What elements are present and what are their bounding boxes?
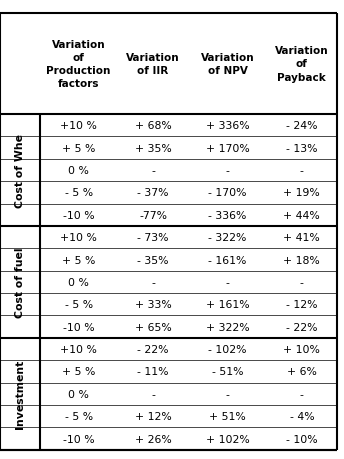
Text: + 65%: + 65% (135, 322, 171, 332)
Text: - 5 %: - 5 % (65, 411, 93, 421)
Text: - 10%: - 10% (286, 434, 318, 444)
Text: + 161%: + 161% (206, 300, 249, 310)
Text: -: - (151, 166, 155, 176)
Text: - 170%: - 170% (208, 188, 247, 198)
Text: + 44%: + 44% (283, 210, 320, 220)
Text: - 336%: - 336% (208, 210, 247, 220)
Text: +10 %: +10 % (60, 344, 97, 354)
Text: Variation
of NPV: Variation of NPV (201, 53, 254, 76)
Text: + 41%: + 41% (283, 233, 320, 243)
Text: + 5 %: + 5 % (62, 255, 95, 265)
Text: - 13%: - 13% (286, 143, 318, 153)
Text: -: - (151, 277, 155, 287)
Text: + 336%: + 336% (206, 121, 249, 131)
Text: - 11%: - 11% (137, 367, 169, 377)
Text: + 19%: + 19% (283, 188, 320, 198)
Text: - 22%: - 22% (286, 322, 318, 332)
Text: + 68%: + 68% (135, 121, 171, 131)
Text: -77%: -77% (139, 210, 167, 220)
Text: - 4%: - 4% (290, 411, 314, 421)
Text: + 322%: + 322% (206, 322, 249, 332)
Text: + 51%: + 51% (209, 411, 246, 421)
Text: + 10%: + 10% (283, 344, 320, 354)
Text: -: - (226, 166, 229, 176)
Text: - 5 %: - 5 % (65, 300, 93, 310)
Text: -: - (226, 277, 229, 287)
Text: - 102%: - 102% (208, 344, 247, 354)
Text: - 24%: - 24% (286, 121, 318, 131)
Text: - 22%: - 22% (137, 344, 169, 354)
Text: + 102%: + 102% (206, 434, 249, 444)
Text: -: - (300, 277, 304, 287)
Text: - 322%: - 322% (208, 233, 247, 243)
Text: -10 %: -10 % (63, 322, 95, 332)
Text: Cost of fuel: Cost of fuel (15, 247, 25, 318)
Text: + 35%: + 35% (135, 143, 171, 153)
Text: -10 %: -10 % (63, 210, 95, 220)
Text: Variation
of IIR: Variation of IIR (126, 53, 180, 76)
Text: + 170%: + 170% (206, 143, 249, 153)
Text: + 5 %: + 5 % (62, 367, 95, 377)
Text: - 51%: - 51% (212, 367, 243, 377)
Text: - 35%: - 35% (137, 255, 169, 265)
Text: +10 %: +10 % (60, 233, 97, 243)
Text: 0 %: 0 % (68, 166, 89, 176)
Text: + 5 %: + 5 % (62, 143, 95, 153)
Text: - 12%: - 12% (286, 300, 318, 310)
Text: + 33%: + 33% (135, 300, 171, 310)
Text: -: - (151, 389, 155, 399)
Text: 0 %: 0 % (68, 277, 89, 287)
Text: -: - (226, 389, 229, 399)
Text: + 12%: + 12% (135, 411, 171, 421)
Text: + 26%: + 26% (135, 434, 171, 444)
Text: 0 %: 0 % (68, 389, 89, 399)
Text: Investment: Investment (15, 359, 25, 429)
Text: - 73%: - 73% (137, 233, 169, 243)
Text: Variation
of
Production
factors: Variation of Production factors (46, 39, 111, 89)
Text: -10 %: -10 % (63, 434, 95, 444)
Text: - 161%: - 161% (208, 255, 247, 265)
Text: Cost of Whe: Cost of Whe (15, 134, 25, 207)
Text: +10 %: +10 % (60, 121, 97, 131)
Text: + 18%: + 18% (283, 255, 320, 265)
Text: -: - (300, 166, 304, 176)
Text: -: - (300, 389, 304, 399)
Text: - 5 %: - 5 % (65, 188, 93, 198)
Text: Variation
of
Payback: Variation of Payback (275, 46, 329, 83)
Text: + 6%: + 6% (287, 367, 317, 377)
Text: - 37%: - 37% (137, 188, 169, 198)
